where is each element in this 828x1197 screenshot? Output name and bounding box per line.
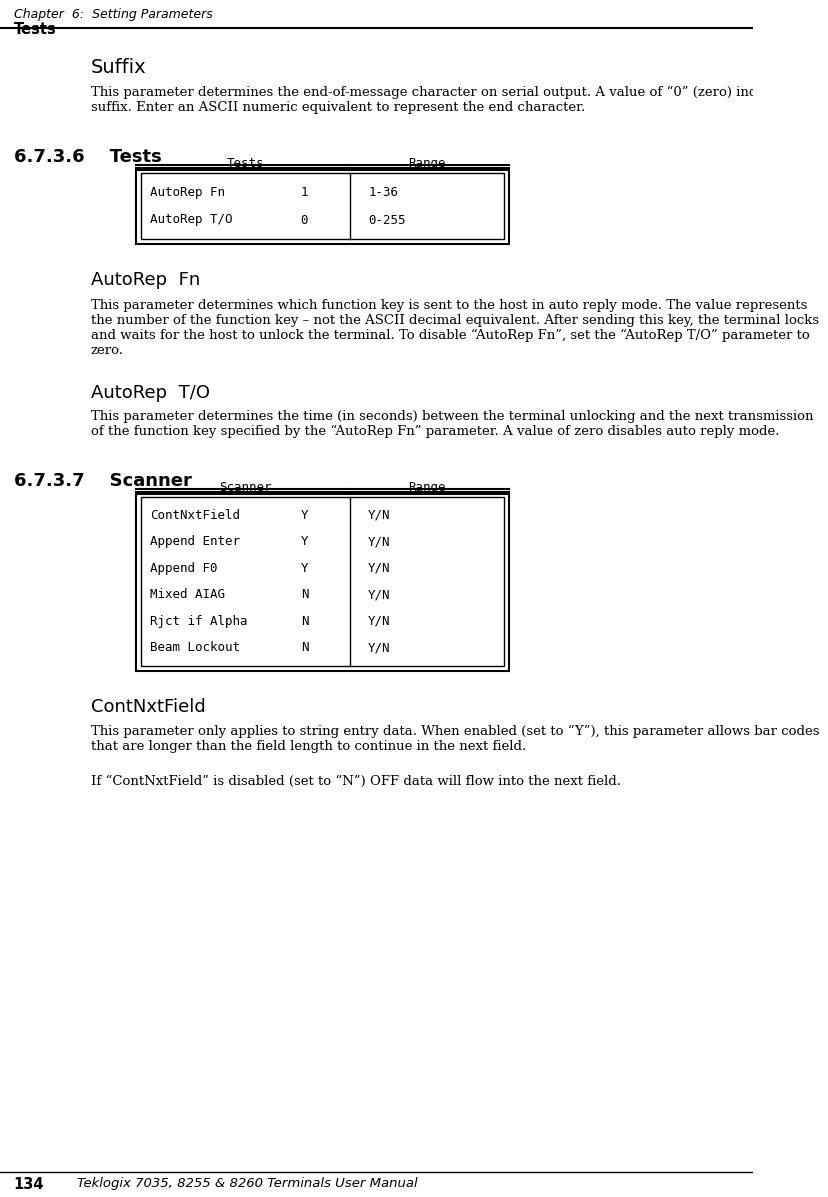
Text: Mixed AIAG: Mixed AIAG <box>150 588 224 601</box>
Text: Y/N: Y/N <box>368 642 390 655</box>
FancyBboxPatch shape <box>136 492 508 672</box>
Text: Y: Y <box>301 535 308 548</box>
Text: 6.7.3.6    Tests: 6.7.3.6 Tests <box>13 148 161 166</box>
Text: Y/N: Y/N <box>368 561 390 575</box>
Text: Y: Y <box>301 561 308 575</box>
Text: Range: Range <box>408 157 445 170</box>
Text: 1: 1 <box>301 186 308 199</box>
Text: AutoRep Fn: AutoRep Fn <box>150 186 224 199</box>
Text: Beam Lockout: Beam Lockout <box>150 642 239 655</box>
Text: ContNxtField: ContNxtField <box>150 509 239 522</box>
Text: N: N <box>301 615 308 627</box>
Text: 6.7.3.7    Scanner: 6.7.3.7 Scanner <box>13 472 191 490</box>
Text: This parameter determines the time (in seconds) between the terminal unlocking a: This parameter determines the time (in s… <box>91 411 812 438</box>
Text: Tests: Tests <box>13 22 56 37</box>
Text: Y/N: Y/N <box>368 588 390 601</box>
Text: This parameter determines which function key is sent to the host in auto reply m: This parameter determines which function… <box>91 299 818 357</box>
FancyBboxPatch shape <box>141 174 503 239</box>
Text: Y: Y <box>301 509 308 522</box>
Text: Y/N: Y/N <box>368 509 390 522</box>
Text: Y/N: Y/N <box>368 615 390 627</box>
Text: 134: 134 <box>13 1177 44 1192</box>
FancyBboxPatch shape <box>141 497 503 666</box>
Text: AutoRep T/O: AutoRep T/O <box>150 213 232 226</box>
Text: ContNxtField: ContNxtField <box>91 698 205 716</box>
Text: 0: 0 <box>301 213 308 226</box>
Text: This parameter only applies to string entry data. When enabled (set to “Y”), thi: This parameter only applies to string en… <box>91 725 818 753</box>
Text: Chapter  6:  Setting Parameters: Chapter 6: Setting Parameters <box>13 8 212 22</box>
Text: Suffix: Suffix <box>91 57 147 77</box>
Text: Tests: Tests <box>226 157 264 170</box>
Text: Scanner: Scanner <box>219 481 272 494</box>
Text: Y/N: Y/N <box>368 535 390 548</box>
Text: If “ContNxtField” is disabled (set to “N”) OFF data will flow into the next fiel: If “ContNxtField” is disabled (set to “N… <box>91 774 620 788</box>
Text: This parameter determines the end-of-message character on serial output. A value: This parameter determines the end-of-mes… <box>91 86 816 114</box>
Text: AutoRep  T/O: AutoRep T/O <box>91 384 209 402</box>
Text: Append Enter: Append Enter <box>150 535 239 548</box>
Text: N: N <box>301 642 308 655</box>
Text: Teklogix 7035, 8255 & 8260 Terminals User Manual: Teklogix 7035, 8255 & 8260 Terminals Use… <box>77 1177 417 1190</box>
Text: Append F0: Append F0 <box>150 561 217 575</box>
Text: 1-36: 1-36 <box>368 186 397 199</box>
FancyBboxPatch shape <box>136 168 508 244</box>
Text: N: N <box>301 588 308 601</box>
Text: Rjct if Alpha: Rjct if Alpha <box>150 615 248 627</box>
Text: Range: Range <box>408 481 445 494</box>
Text: AutoRep  Fn: AutoRep Fn <box>91 271 200 288</box>
Text: 0-255: 0-255 <box>368 213 405 226</box>
